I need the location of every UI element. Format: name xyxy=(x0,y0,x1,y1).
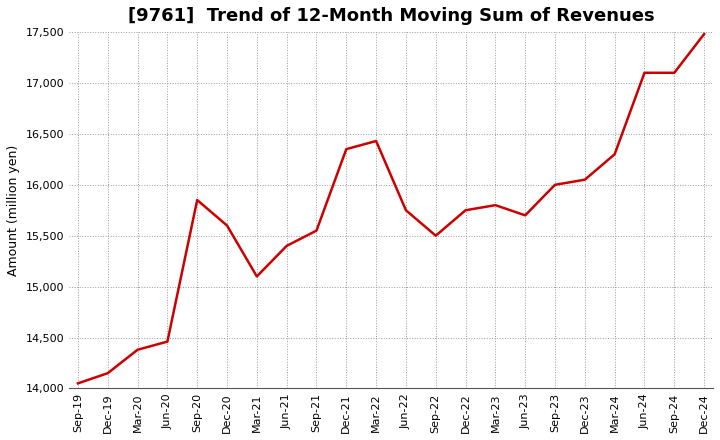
Title: [9761]  Trend of 12-Month Moving Sum of Revenues: [9761] Trend of 12-Month Moving Sum of R… xyxy=(127,7,654,25)
Y-axis label: Amount (million yen): Amount (million yen) xyxy=(7,145,20,276)
